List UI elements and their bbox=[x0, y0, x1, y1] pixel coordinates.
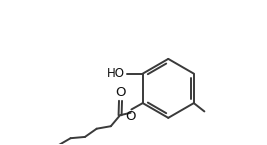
Text: O: O bbox=[115, 86, 126, 99]
Text: O: O bbox=[125, 110, 136, 123]
Text: HO: HO bbox=[107, 67, 125, 80]
